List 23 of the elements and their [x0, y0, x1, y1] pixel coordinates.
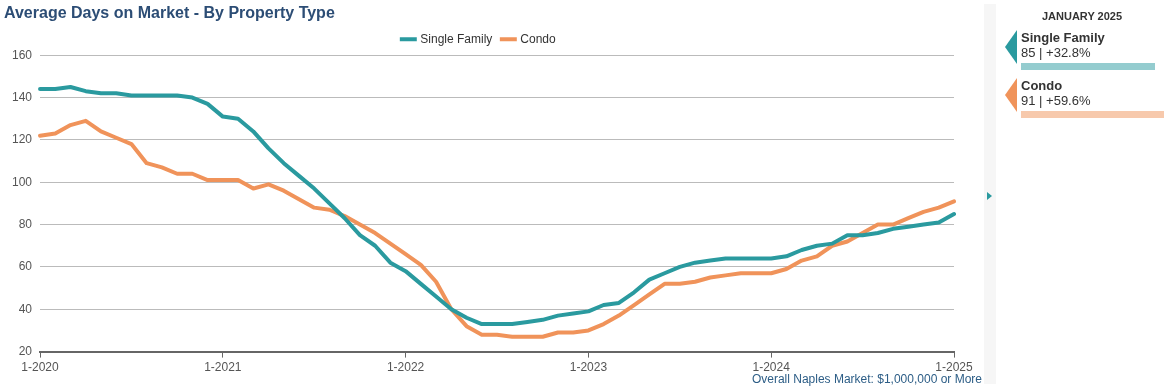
- text: JANUARY 2025: [1040, 10, 1124, 22]
- y-tick-label: 160: [11, 47, 33, 62]
- text: 91 | +59.6%: [1021, 93, 1092, 108]
- legend-label: Single Family: [420, 31, 493, 46]
- text: Single Family: [1021, 30, 1106, 45]
- y-tick-label: 120: [11, 132, 33, 147]
- y-tick-label: 60: [18, 259, 33, 274]
- x-tick-label: 1-2022: [386, 360, 425, 375]
- y-tick-label: 40: [18, 301, 33, 316]
- x-tick-label: 1-2020: [21, 360, 60, 375]
- y-tick-label: 100: [11, 174, 33, 189]
- legend-label: Condo: [520, 31, 557, 46]
- text: 85 | +32.8%: [1021, 45, 1092, 60]
- x-tick-label: 1-2024: [752, 360, 791, 375]
- x-tick-label: 1-2023: [569, 360, 608, 375]
- y-tick-label: 80: [18, 216, 33, 231]
- y-tick-label: 20: [18, 343, 33, 358]
- x-tick-label: 1-2025: [935, 360, 973, 375]
- chart-title: Average Days on Market - By Property Type: [4, 4, 335, 22]
- text: Condo: [1021, 78, 1064, 93]
- y-tick-label: 140: [11, 89, 33, 104]
- x-tick-label: 1-2021: [204, 360, 242, 375]
- text: Overall Naples Market: $1,000,000 or More: [751, 372, 983, 387]
